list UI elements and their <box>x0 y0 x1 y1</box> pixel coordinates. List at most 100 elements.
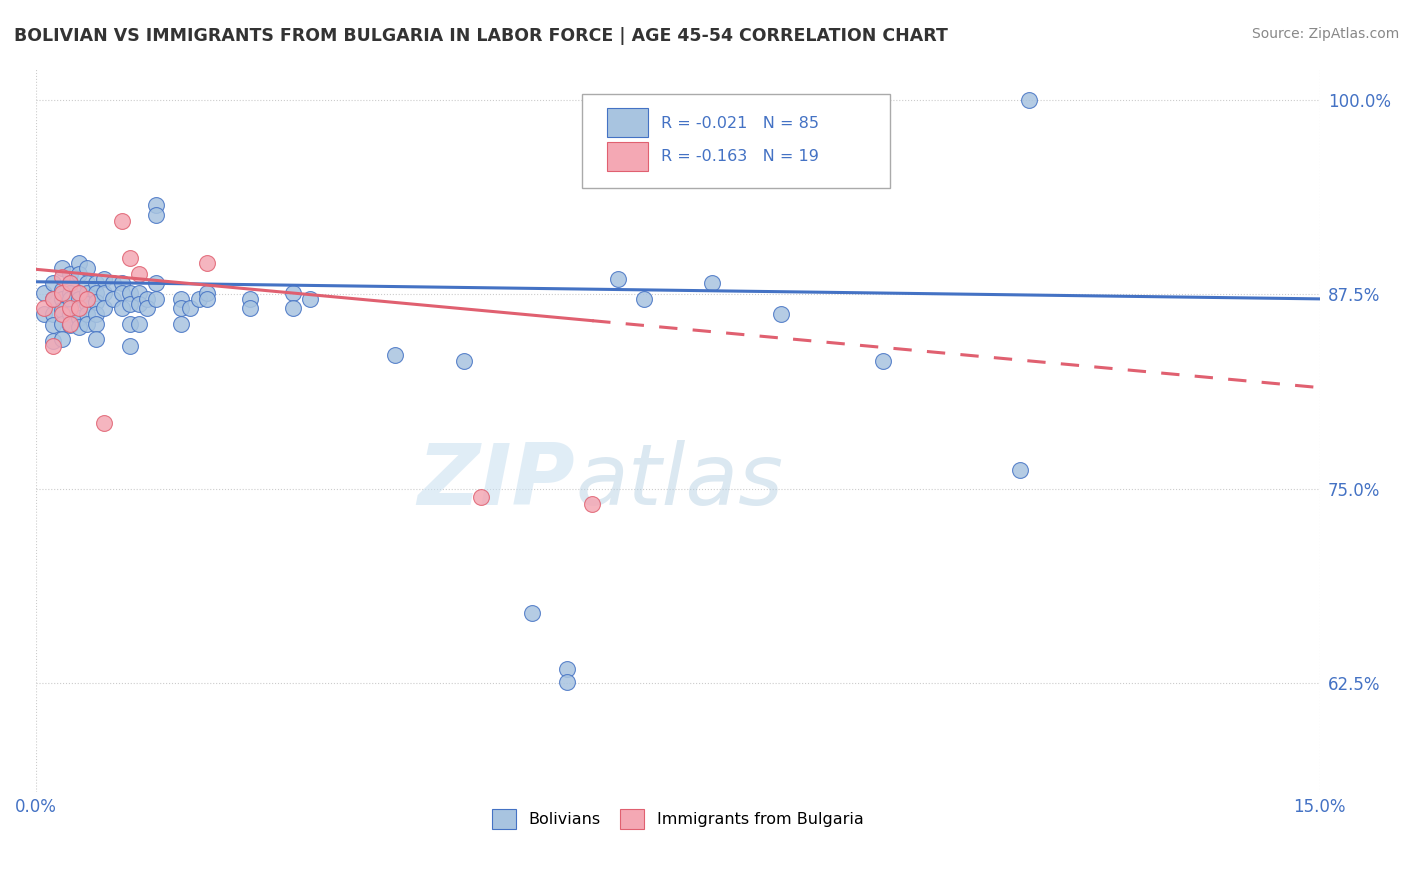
Point <box>120 285 142 300</box>
Point <box>470 490 492 504</box>
Legend: Bolivians, Immigrants from Bulgaria: Bolivians, Immigrants from Bulgaria <box>485 803 870 835</box>
Point <box>67 256 90 270</box>
Point <box>76 317 98 331</box>
Point <box>633 292 655 306</box>
Point <box>42 292 65 306</box>
Point <box>67 267 90 281</box>
Point <box>606 271 628 285</box>
Point <box>179 301 201 316</box>
Text: R = -0.021   N = 85: R = -0.021 N = 85 <box>661 116 820 131</box>
Point <box>281 301 304 316</box>
Point <box>59 277 82 291</box>
Point <box>59 277 82 291</box>
Point <box>34 308 56 322</box>
Point <box>84 317 107 331</box>
Point <box>84 285 107 300</box>
Point <box>59 267 82 281</box>
Point <box>42 277 65 291</box>
Point <box>769 308 792 322</box>
Point <box>34 285 56 300</box>
Point <box>145 292 167 306</box>
Point <box>67 292 90 306</box>
Point <box>384 348 406 362</box>
Point <box>59 318 82 333</box>
Point <box>42 338 65 352</box>
Point <box>281 285 304 300</box>
Point <box>51 283 73 297</box>
Point <box>59 301 82 316</box>
Point <box>59 308 82 322</box>
Point <box>136 292 159 306</box>
Point <box>76 277 98 291</box>
Point <box>93 301 115 316</box>
FancyBboxPatch shape <box>607 142 648 170</box>
Text: atlas: atlas <box>575 440 783 523</box>
Point <box>51 285 73 300</box>
Point <box>51 332 73 346</box>
Point <box>84 295 107 310</box>
Point <box>700 277 723 291</box>
Point <box>110 277 132 291</box>
Point <box>101 277 124 291</box>
Point <box>239 301 262 316</box>
Point <box>93 285 115 300</box>
Point <box>1018 93 1040 107</box>
Point <box>42 292 65 306</box>
Point <box>120 296 142 310</box>
Point <box>42 308 65 322</box>
Point <box>76 285 98 300</box>
Point <box>136 301 159 316</box>
Point <box>195 285 218 300</box>
Point <box>581 497 603 511</box>
Point <box>110 301 132 316</box>
Point <box>84 277 107 291</box>
Point <box>120 338 142 352</box>
Point <box>195 292 218 306</box>
Point <box>93 271 115 285</box>
Point <box>120 252 142 266</box>
Text: Source: ZipAtlas.com: Source: ZipAtlas.com <box>1251 27 1399 41</box>
Point <box>170 317 193 331</box>
Point <box>76 308 98 322</box>
Point <box>34 301 56 316</box>
Point <box>51 260 73 275</box>
Point <box>128 267 150 281</box>
Point <box>76 292 98 306</box>
Point <box>67 319 90 334</box>
Point <box>51 302 73 317</box>
Point <box>101 292 124 306</box>
Point <box>76 296 98 310</box>
Point <box>51 317 73 331</box>
Point <box>67 310 90 325</box>
Point <box>195 256 218 270</box>
Point <box>453 354 475 368</box>
Point <box>51 308 73 322</box>
Point <box>59 317 82 331</box>
FancyBboxPatch shape <box>607 108 648 137</box>
Point <box>42 334 65 348</box>
Point <box>298 292 321 306</box>
Point <box>110 285 132 300</box>
Point <box>84 332 107 346</box>
Point <box>76 260 98 275</box>
Text: ZIP: ZIP <box>418 440 575 523</box>
Point <box>51 292 73 306</box>
Point <box>170 292 193 306</box>
Point <box>522 607 544 621</box>
Point <box>555 662 578 676</box>
Point <box>59 292 82 306</box>
Point <box>555 674 578 689</box>
Point <box>120 317 142 331</box>
Point <box>42 318 65 333</box>
Point <box>84 308 107 322</box>
Point <box>145 208 167 222</box>
Point <box>170 301 193 316</box>
Point <box>145 198 167 212</box>
Text: BOLIVIAN VS IMMIGRANTS FROM BULGARIA IN LABOR FORCE | AGE 45-54 CORRELATION CHAR: BOLIVIAN VS IMMIGRANTS FROM BULGARIA IN … <box>14 27 948 45</box>
Point <box>128 317 150 331</box>
Point <box>93 417 115 431</box>
Point <box>187 292 209 306</box>
Point <box>239 292 262 306</box>
Text: R = -0.163   N = 19: R = -0.163 N = 19 <box>661 149 818 164</box>
Point <box>67 285 90 300</box>
